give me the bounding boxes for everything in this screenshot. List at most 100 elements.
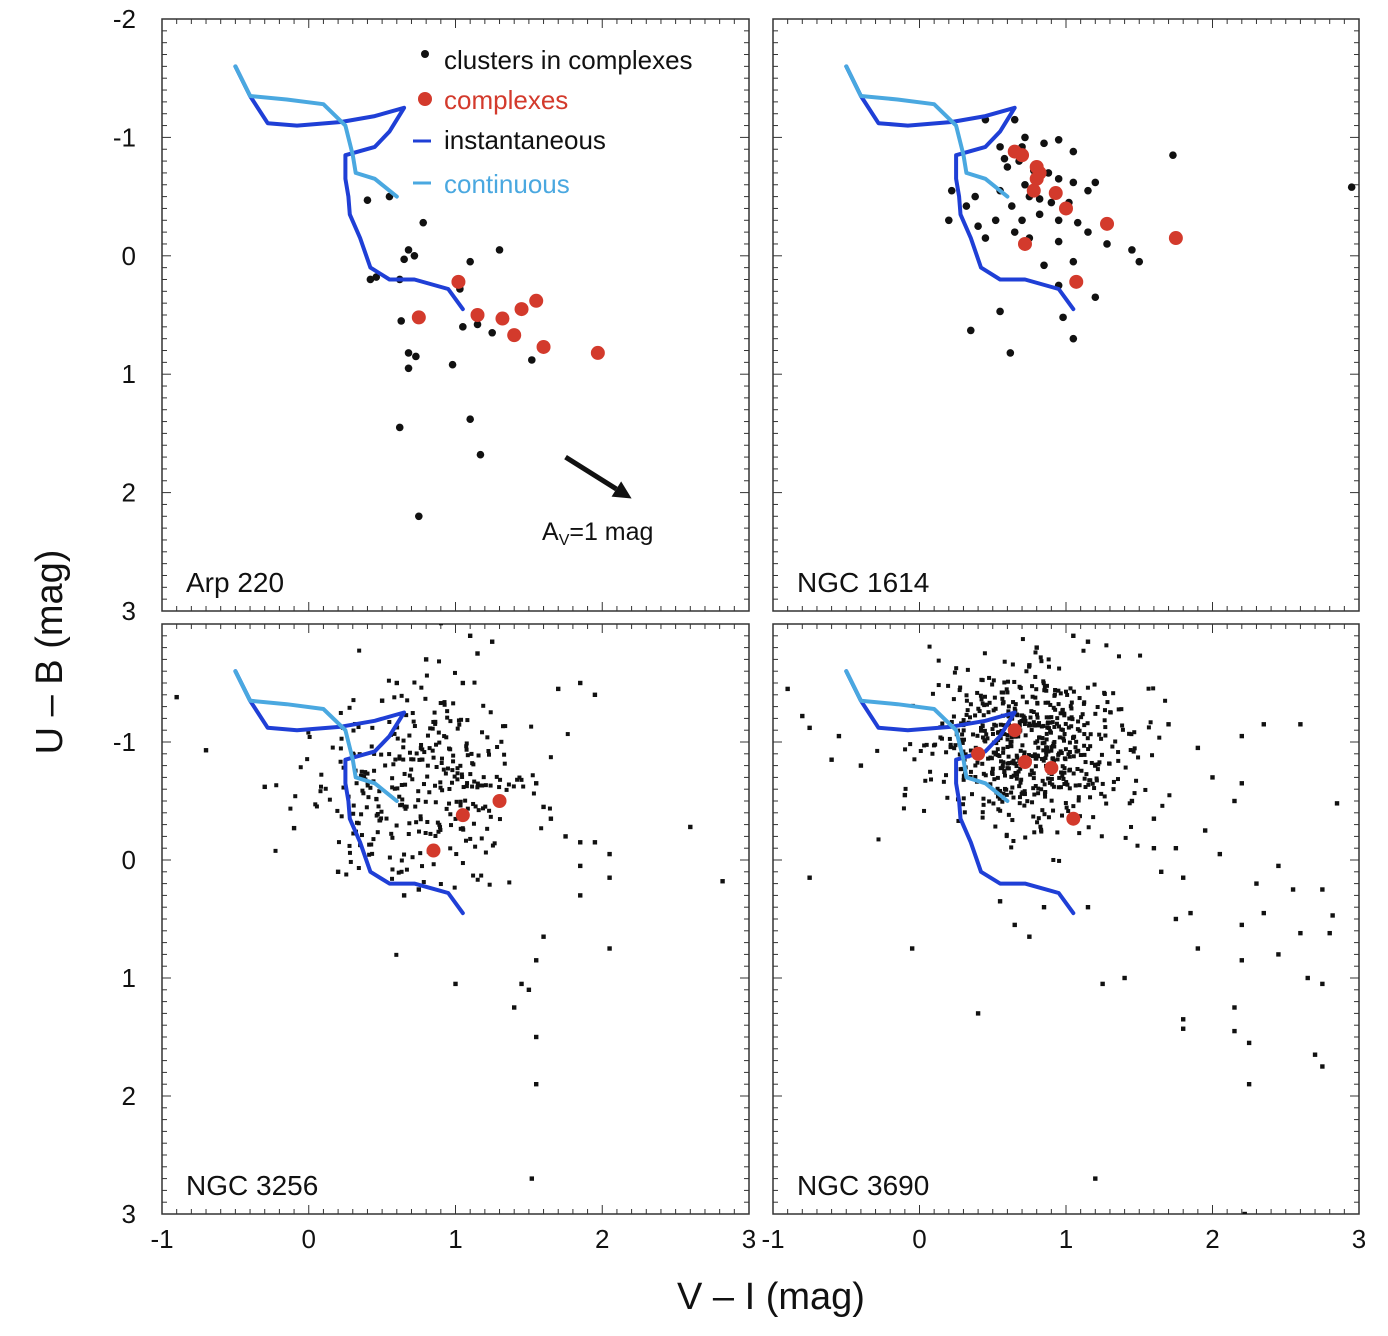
- cluster-point: [1069, 724, 1074, 729]
- cluster-point: [1038, 824, 1043, 829]
- cluster-point: [318, 784, 323, 789]
- cluster-point: [379, 816, 384, 821]
- cluster-point: [996, 807, 1001, 812]
- panel-title: Arp 220: [186, 567, 284, 598]
- cluster-point: [1122, 975, 1127, 981]
- cluster-point: [404, 246, 413, 254]
- cluster-point: [903, 786, 908, 791]
- cluster-point: [556, 686, 561, 692]
- cluster-point: [985, 736, 990, 741]
- cluster-point: [988, 782, 993, 787]
- cluster-point: [967, 715, 972, 720]
- cluster-point: [1031, 786, 1036, 791]
- x-tick-label: 1: [448, 1224, 462, 1254]
- cluster-point: [262, 784, 267, 790]
- cluster-point: [399, 869, 404, 874]
- cluster-point: [422, 750, 427, 755]
- cluster-point: [1035, 820, 1040, 825]
- cluster-point: [1005, 744, 1010, 749]
- cluster-point: [975, 760, 980, 765]
- cluster-point: [1005, 690, 1010, 695]
- panel-2: NGC 3256: [161, 623, 750, 1215]
- cluster-point: [1148, 720, 1153, 725]
- cluster-point: [365, 783, 370, 788]
- cluster-point: [962, 202, 971, 210]
- cluster-point: [485, 735, 490, 740]
- cluster-point: [418, 814, 423, 819]
- cluster-point: [372, 768, 377, 773]
- cluster-point: [1239, 922, 1244, 928]
- cluster-point: [375, 811, 380, 816]
- cluster-point: [423, 831, 428, 836]
- cluster-point: [1031, 710, 1036, 715]
- cluster-point: [434, 764, 439, 769]
- cluster-point: [1041, 723, 1046, 728]
- cluster-point: [1103, 725, 1108, 730]
- cluster-point: [999, 759, 1004, 764]
- cluster-point: [1041, 748, 1046, 753]
- cluster-point: [347, 843, 352, 848]
- cluster-point: [1143, 787, 1148, 792]
- cluster-point: [498, 777, 503, 782]
- cluster-point: [425, 733, 430, 738]
- cluster-point: [391, 762, 396, 767]
- complex-point: [1100, 216, 1115, 231]
- cluster-point: [402, 771, 407, 776]
- cluster-point: [1018, 766, 1023, 771]
- cluster-point: [348, 859, 353, 864]
- cluster-point: [375, 830, 380, 835]
- cluster-point: [1049, 748, 1054, 753]
- cluster-point: [980, 810, 985, 815]
- cluster-point: [1020, 790, 1025, 795]
- cluster-point: [1062, 713, 1067, 718]
- cluster-point: [991, 678, 996, 683]
- cluster-point: [1027, 934, 1032, 939]
- cluster-point: [1068, 767, 1073, 772]
- cluster-point: [1014, 712, 1019, 717]
- instantaneous-track: [844, 64, 1076, 312]
- cluster-point: [409, 767, 414, 772]
- panel-data: [785, 633, 1340, 1214]
- cluster-point: [961, 796, 966, 801]
- cluster-point: [427, 790, 432, 795]
- cluster-point: [529, 1176, 535, 1181]
- cluster-point: [1045, 721, 1050, 726]
- cluster-point: [990, 682, 995, 687]
- complex-point: [529, 293, 544, 308]
- cluster-point: [1063, 689, 1068, 694]
- cluster-point: [1012, 922, 1017, 928]
- cluster-point: [1059, 313, 1067, 322]
- cluster-point: [1111, 779, 1116, 784]
- cluster-point: [607, 851, 612, 857]
- cluster-point: [1073, 783, 1078, 788]
- cluster-point: [1239, 733, 1244, 739]
- cluster-point: [995, 730, 1000, 735]
- cluster-point: [503, 724, 508, 729]
- cluster-point: [1093, 711, 1098, 716]
- cluster-point: [980, 815, 985, 820]
- cluster-point: [397, 754, 402, 759]
- cluster-point: [1090, 781, 1095, 786]
- cluster-point: [1039, 659, 1044, 664]
- cluster-point: [432, 710, 437, 715]
- cluster-point: [400, 255, 408, 264]
- cluster-point: [465, 718, 470, 723]
- cluster-point: [435, 820, 440, 825]
- cluster-point: [1077, 831, 1082, 836]
- cluster-point: [1290, 887, 1296, 892]
- cluster-point: [1040, 778, 1045, 783]
- cluster-point: [1157, 735, 1162, 740]
- cluster-point: [1035, 715, 1040, 720]
- cluster-point: [1046, 815, 1051, 820]
- cluster-point: [504, 787, 509, 792]
- cluster-point: [363, 196, 372, 204]
- cluster-point: [1044, 731, 1049, 736]
- complex-point: [1017, 755, 1032, 770]
- cluster-point: [1102, 794, 1107, 799]
- arrow-label-prefix: A: [542, 518, 559, 546]
- y-axis-label: U – B (mag): [29, 550, 71, 755]
- cluster-point: [466, 415, 474, 423]
- cluster-point: [565, 732, 570, 737]
- cluster-point: [439, 761, 444, 766]
- cluster-point: [979, 725, 984, 730]
